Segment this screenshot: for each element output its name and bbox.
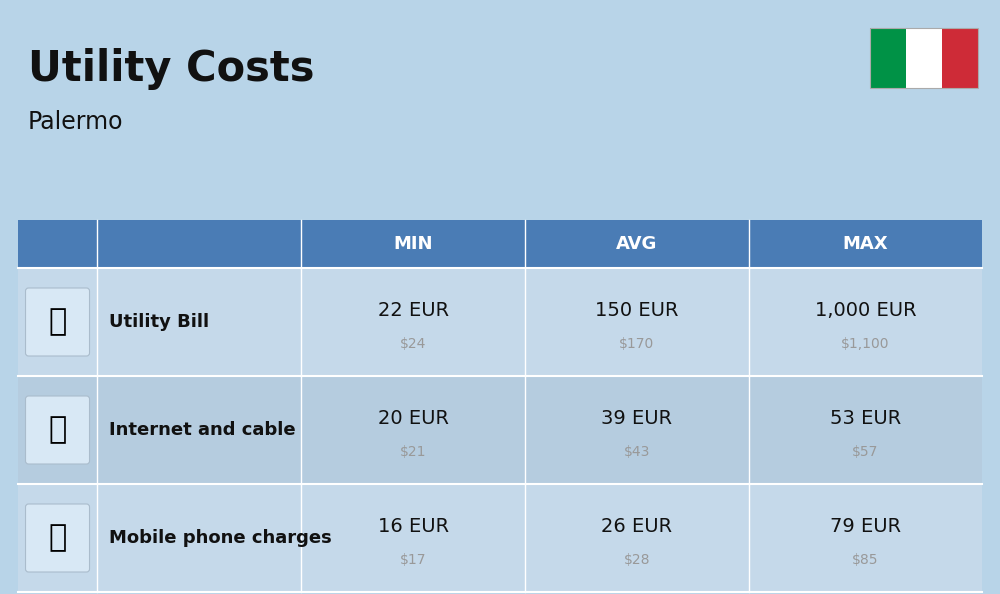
Text: Utility Bill: Utility Bill	[109, 313, 209, 331]
Bar	[906, 28, 942, 88]
Text: $1,100: $1,100	[841, 337, 890, 351]
Text: $85: $85	[852, 553, 879, 567]
Text: $43: $43	[624, 445, 650, 459]
Text: $28: $28	[624, 553, 650, 567]
Bar	[870, 28, 906, 88]
Text: 39 EUR: 39 EUR	[601, 409, 672, 428]
Bar	[942, 28, 978, 88]
Text: Internet and cable: Internet and cable	[109, 421, 296, 439]
Bar	[18, 220, 982, 268]
Text: 20 EUR: 20 EUR	[378, 409, 449, 428]
Text: $24: $24	[400, 337, 426, 351]
Text: $17: $17	[400, 553, 426, 567]
Text: Mobile phone charges: Mobile phone charges	[109, 529, 332, 547]
Text: Utility Costs: Utility Costs	[28, 48, 314, 90]
Text: $57: $57	[852, 445, 879, 459]
Bar	[18, 376, 982, 484]
FancyBboxPatch shape	[26, 504, 90, 572]
Text: MAX: MAX	[843, 235, 888, 253]
Text: AVG: AVG	[616, 235, 658, 253]
Text: $170: $170	[619, 337, 655, 351]
Text: 22 EUR: 22 EUR	[378, 301, 449, 320]
FancyBboxPatch shape	[26, 288, 90, 356]
Text: Palermo: Palermo	[28, 110, 124, 134]
Bar	[870, 28, 978, 88]
Text: 150 EUR: 150 EUR	[595, 301, 679, 320]
Bar	[18, 484, 982, 592]
Text: 🔌: 🔌	[48, 308, 67, 336]
Text: 16 EUR: 16 EUR	[378, 517, 449, 536]
Text: 79 EUR: 79 EUR	[830, 517, 901, 536]
Text: MIN: MIN	[393, 235, 433, 253]
Text: $21: $21	[400, 445, 426, 459]
Text: 📡: 📡	[48, 415, 67, 444]
FancyBboxPatch shape	[26, 396, 90, 464]
Text: 26 EUR: 26 EUR	[601, 517, 672, 536]
Text: 53 EUR: 53 EUR	[830, 409, 901, 428]
Text: 📱: 📱	[48, 523, 67, 552]
Bar	[18, 268, 982, 376]
Text: 1,000 EUR: 1,000 EUR	[815, 301, 916, 320]
